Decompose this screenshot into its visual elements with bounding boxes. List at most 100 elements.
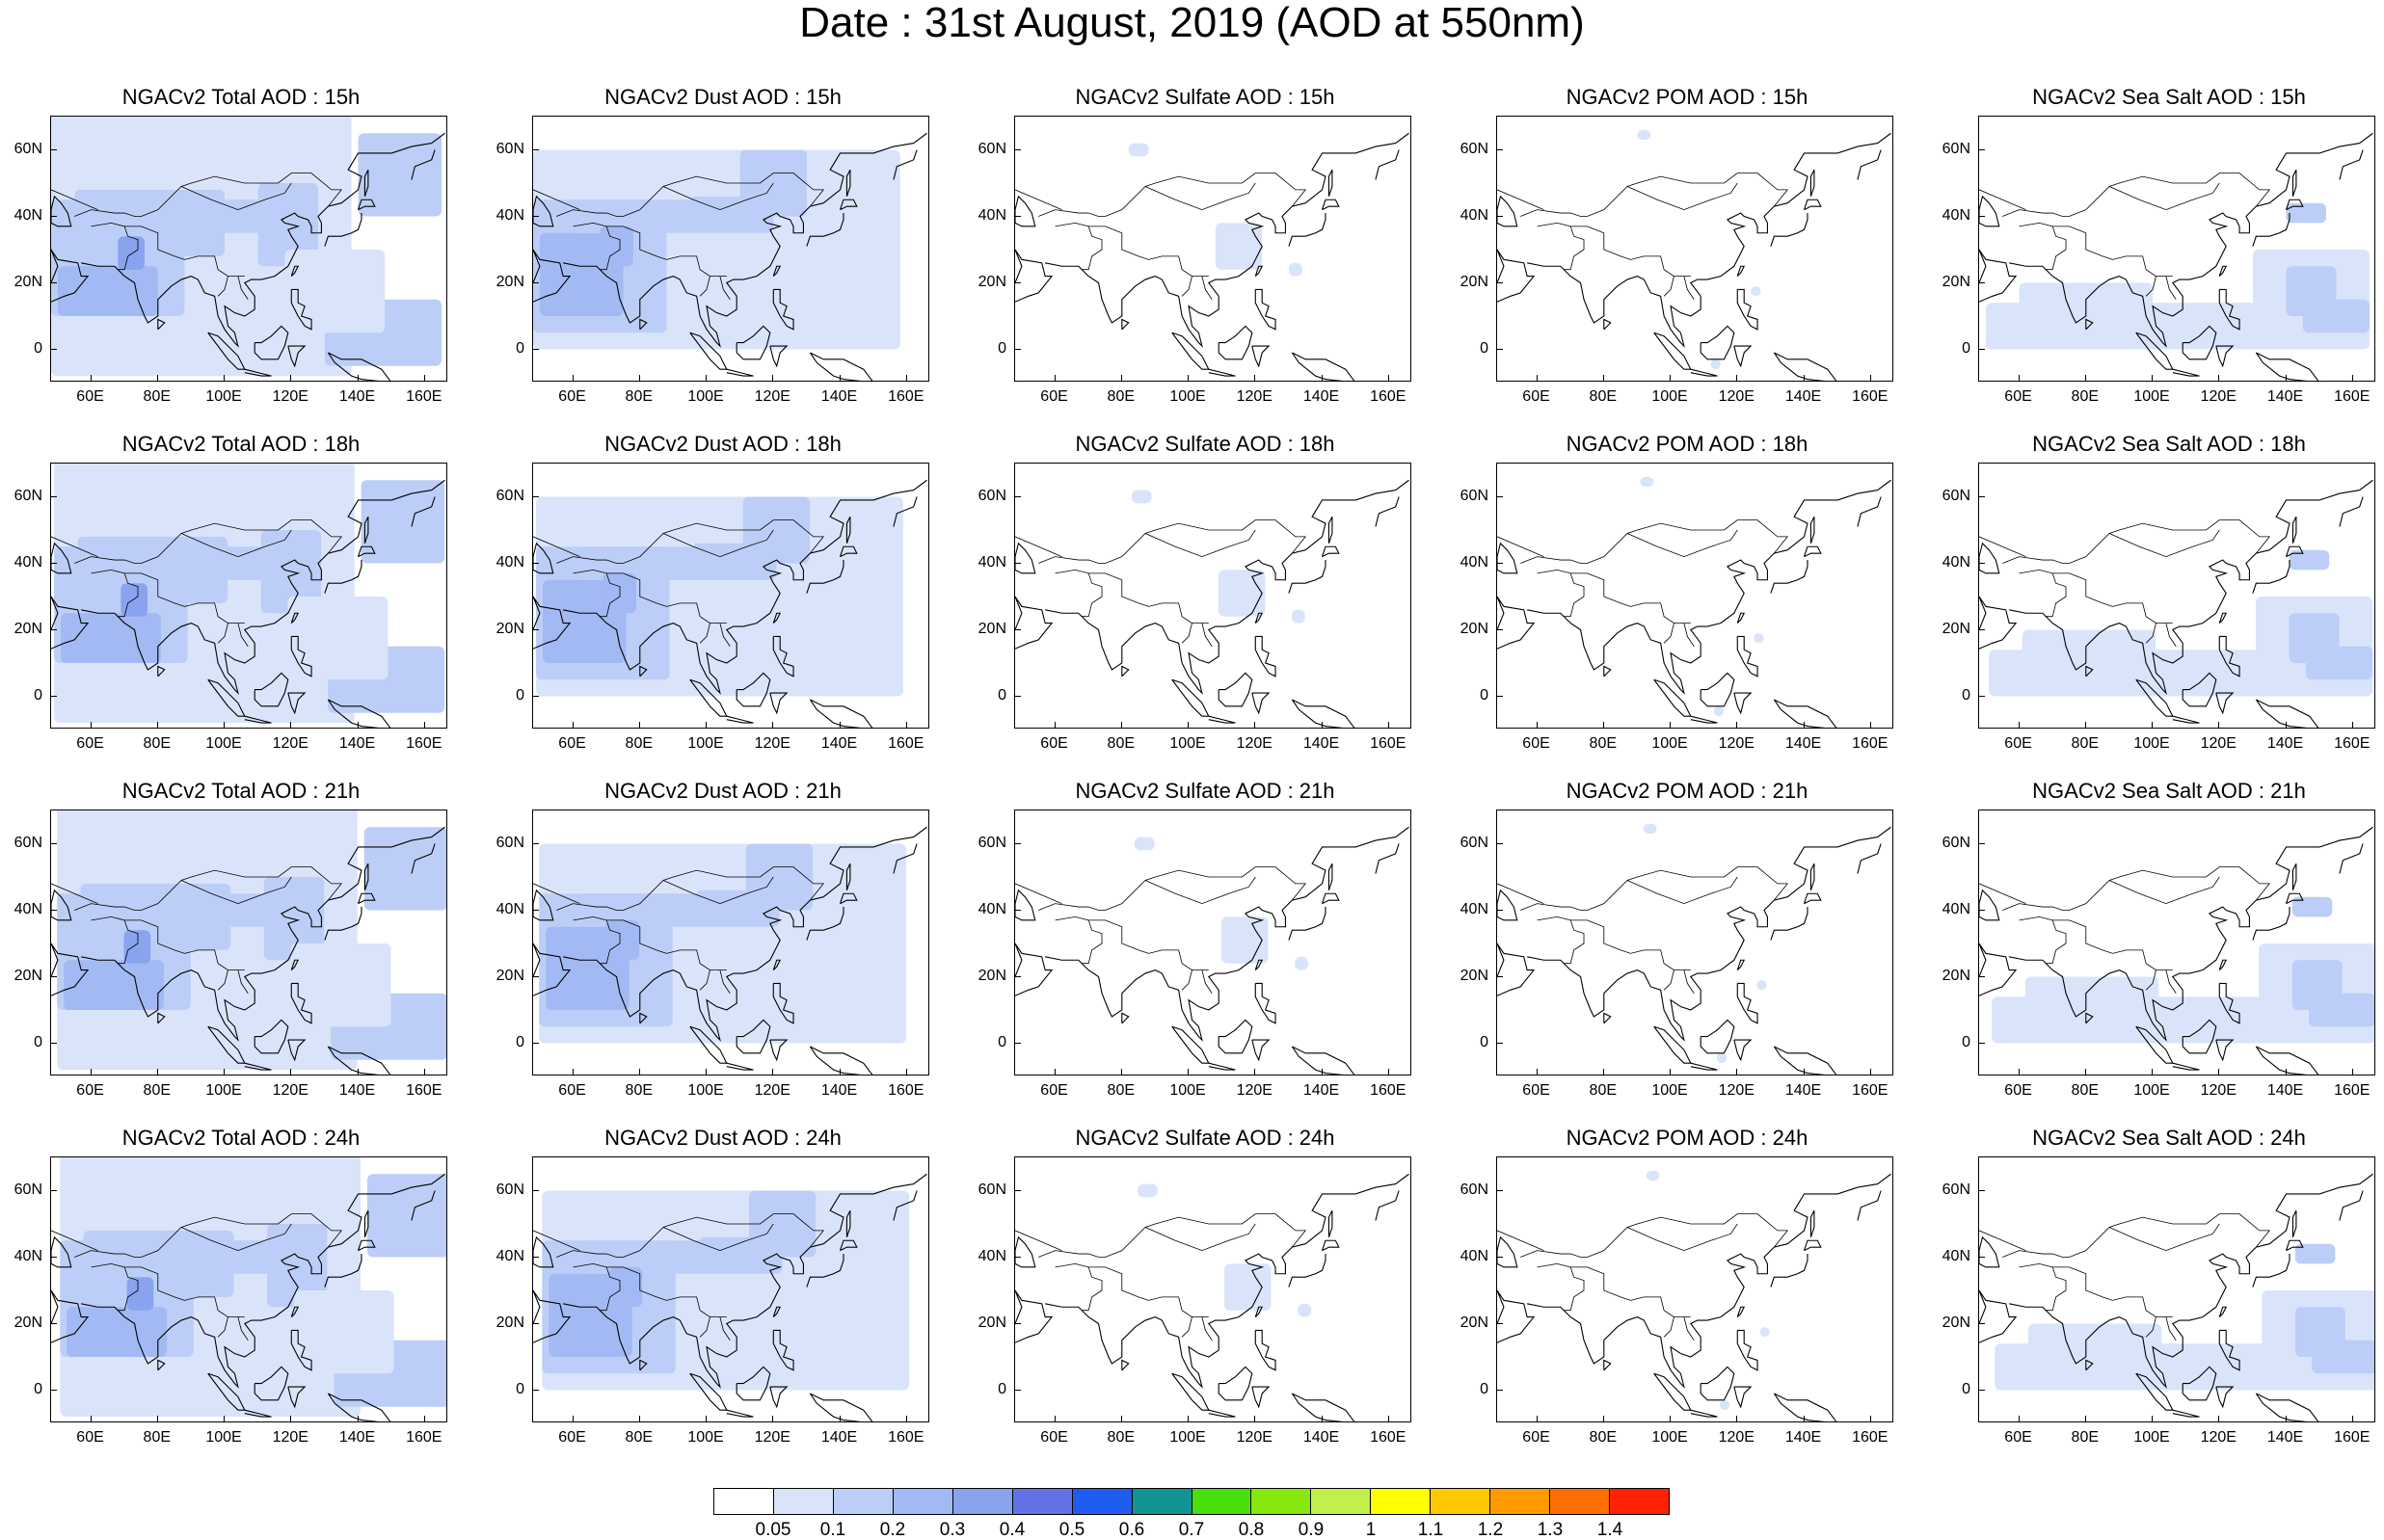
coastline [2339, 496, 2364, 527]
colorbar-label: 0.6 [1118, 1520, 1145, 1540]
coastline [1327, 169, 1333, 197]
coastline [809, 699, 873, 728]
lat-tick-label: 60N [1942, 1181, 1970, 1198]
lon-tick-label: 160E [888, 1082, 924, 1099]
panel-title: NGACv2 Dust AOD : 18h [604, 432, 842, 456]
lon-tick [2218, 1416, 2220, 1422]
coastline [1700, 1019, 1735, 1054]
lon-tick-label: 100E [687, 1429, 724, 1446]
coastline [809, 1046, 873, 1075]
country-border [1015, 883, 1062, 904]
map-panel-dust-24h: NGACv2 Dust AOD : 24h 60N 40N 20N 0 60E 80E 100… [482, 1126, 962, 1473]
panel-title: NGACv2 Sea Salt AOD : 15h [2032, 85, 2306, 109]
aod-patch [2027, 1323, 2162, 1357]
coastline [2218, 982, 2240, 1024]
panel-title: NGACv2 POM AOD : 15h [1566, 85, 1808, 109]
aod-patch [1759, 1326, 1770, 1338]
lat-tick [1496, 148, 1503, 150]
lon-tick [638, 722, 640, 729]
lon-tick [1869, 375, 1871, 382]
coastline [1171, 1025, 1210, 1064]
panel-title: NGACv2 Sea Salt AOD : 21h [2032, 779, 2306, 803]
lon-tick-label: 80E [2071, 388, 2100, 405]
coastline [1321, 1239, 1340, 1252]
coastline [1208, 1062, 1236, 1071]
lat-tick-label: 20N [496, 1314, 524, 1331]
lon-tick-label: 120E [2200, 1429, 2237, 1446]
country-border [51, 1230, 98, 1251]
lat-tick [50, 628, 57, 630]
lat-tick-label: 0 [1480, 1033, 1488, 1050]
lon-tick [706, 375, 708, 382]
colorbar-box [1311, 1489, 1372, 1514]
coastline [1527, 132, 1891, 348]
coastline [1208, 368, 1236, 377]
lon-tick [572, 375, 574, 382]
country-border [1055, 1262, 1209, 1318]
coastline [533, 943, 572, 996]
lat-tick [532, 695, 539, 697]
coastline [2291, 863, 2297, 890]
coastline [1803, 199, 1822, 211]
lon-tick [1321, 1416, 1323, 1422]
lat-tick-label: 40N [13, 553, 42, 571]
country-border [1564, 226, 1585, 271]
lon-tick [1120, 1069, 1122, 1075]
lon-tick-label: 100E [2133, 1429, 2170, 1446]
lon-tick-label: 140E [1784, 735, 1822, 752]
coastline [411, 1190, 436, 1221]
map-panel-dust-21h: NGACv2 Dust AOD : 21h 60N 40N 20N 0 60E 80E 100… [482, 779, 962, 1126]
lon-tick-label: 160E [1370, 388, 1406, 405]
country-border [2145, 623, 2156, 644]
coastline [809, 1393, 873, 1421]
lon-tick-label: 120E [1236, 388, 1272, 405]
map-frame [1978, 1156, 2375, 1422]
coastline [51, 195, 72, 227]
lat-tick-label: 0 [1480, 1380, 1488, 1397]
coastline [1736, 982, 1758, 1024]
lon-tick-label: 140E [1302, 1429, 1340, 1446]
country-border [699, 1316, 710, 1338]
coastline [533, 1235, 554, 1268]
country-border [1979, 536, 2026, 557]
coastline [290, 1306, 300, 1317]
coastline [1603, 1359, 1612, 1371]
lon-tick [1803, 1416, 1805, 1422]
colorbar-label: 0.2 [879, 1520, 906, 1540]
lon-tick-label: 140E [338, 1082, 376, 1099]
country-border [719, 276, 731, 300]
aod-map [1979, 132, 2373, 381]
coastline [327, 1393, 391, 1421]
coastline [51, 1289, 90, 1343]
coastline [1045, 1173, 1409, 1389]
coastline [290, 1329, 312, 1371]
lon-tick [1387, 1416, 1389, 1422]
coastline [1254, 612, 1264, 624]
lat-tick-label: 60N [1460, 487, 1488, 504]
lat-tick [1014, 215, 1021, 217]
country-border [180, 876, 292, 905]
coastline [1321, 892, 1340, 905]
country-border [1626, 876, 1738, 905]
aod-map [51, 1157, 446, 1421]
aod-map [1015, 1173, 1409, 1421]
country-border [1144, 529, 1256, 558]
coastline [1979, 1235, 2000, 1268]
coastline [1690, 368, 1718, 377]
coastline [533, 542, 554, 574]
lon-tick-label: 80E [1589, 1082, 1618, 1099]
coastline [81, 479, 445, 695]
coastline [2182, 1019, 2217, 1054]
colorbar-box [1371, 1489, 1432, 1514]
aod-patch [1220, 916, 1269, 964]
lon-tick-label: 80E [143, 1429, 172, 1446]
lon-tick-label: 120E [2200, 1082, 2237, 1099]
lat-tick [1496, 1322, 1503, 1324]
lon-tick-label: 160E [1852, 735, 1888, 752]
aod-map [1979, 1173, 2374, 1421]
lon-tick-label: 80E [2071, 1429, 2100, 1446]
lat-tick [1014, 1042, 1021, 1044]
country-border [1537, 569, 1691, 624]
lon-tick-label: 120E [1236, 735, 1272, 752]
country-border [1055, 569, 1209, 624]
